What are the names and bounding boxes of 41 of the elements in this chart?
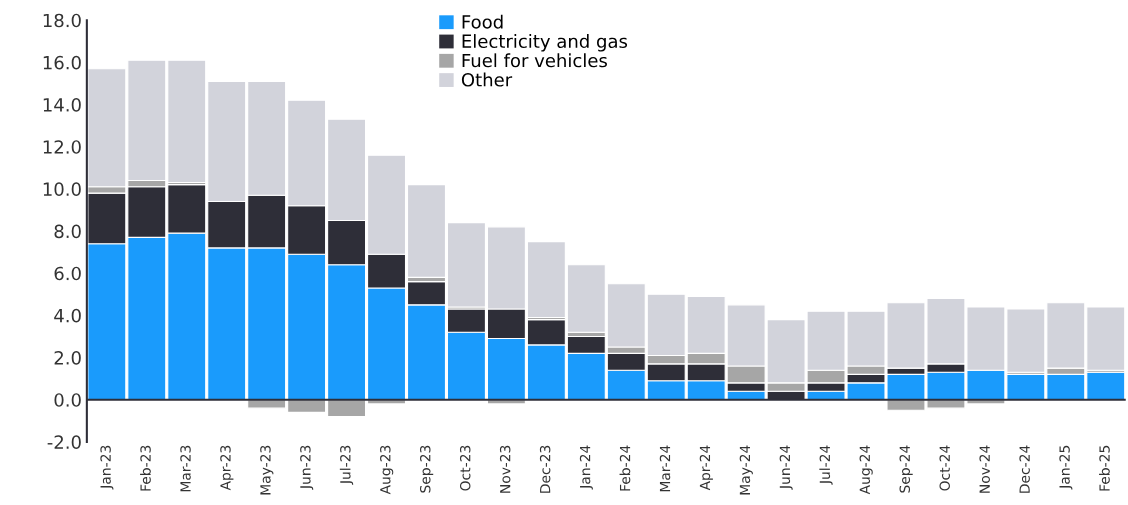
x-tick-label: Jul-23: [339, 445, 354, 485]
x-tick-label: Jan-24: [579, 445, 593, 490]
y-tick-label: -2.0: [47, 435, 81, 449]
x-tick-label: Sep-24: [899, 445, 913, 493]
x-tick-label: Feb-24: [619, 445, 631, 491]
x-tick-label: Oct-23: [459, 445, 471, 491]
x-tick-label: Dec-23: [539, 445, 551, 493]
x-tick-label: Jan-23: [100, 445, 114, 490]
x-tick-label: Aug-24: [859, 445, 873, 495]
x-tick-label: May-24: [739, 445, 753, 495]
x-tick-label: Aug-23: [380, 445, 394, 495]
x-tick-label: Nov-24: [979, 445, 990, 493]
x-tick-label: Jul-24: [819, 445, 833, 485]
x-tick-label: Apr-24: [699, 445, 713, 491]
y-tick-label: 0.0: [54, 393, 81, 407]
y-tick-label: 4.0: [54, 308, 81, 323]
x-tick-label: Feb-25: [1099, 445, 1110, 491]
x-tick-label: Feb-23: [140, 445, 151, 491]
y-tick-label: 2.0: [54, 351, 81, 365]
x-tick-label: Apr-23: [220, 445, 234, 491]
legend-label: Electricity and gas: [462, 34, 628, 52]
x-tick-label: Mar-24: [659, 445, 671, 492]
y-tick-label: 12.0: [43, 140, 81, 154]
y-tick-label: 6.0: [54, 266, 81, 281]
x-tick-label: Sep-23: [420, 445, 434, 493]
x-tick-label: May-23: [260, 445, 274, 495]
x-tick-label: Jun-24: [779, 445, 793, 490]
legend-label: Fuel for vehicles: [462, 53, 607, 68]
x-tick-label: Oct-24: [939, 445, 950, 491]
legend-label: Other: [461, 72, 513, 87]
x-tick-label: Dec-24: [1019, 445, 1030, 493]
y-tick-label: 16.0: [43, 55, 81, 70]
y-tick-label: 18.0: [43, 13, 81, 28]
y-tick-label: 8.0: [54, 224, 81, 239]
y-tick-label: 14.0: [43, 97, 81, 112]
x-tick-label: Mar-23: [180, 445, 191, 492]
x-tick-label: Nov-23: [499, 445, 511, 493]
x-tick-label: Jun-23: [300, 445, 314, 490]
y-tick-label: 10.0: [43, 182, 81, 196]
legend-label: Food: [462, 14, 503, 29]
x-tick-label: Jan-25: [1059, 445, 1073, 490]
